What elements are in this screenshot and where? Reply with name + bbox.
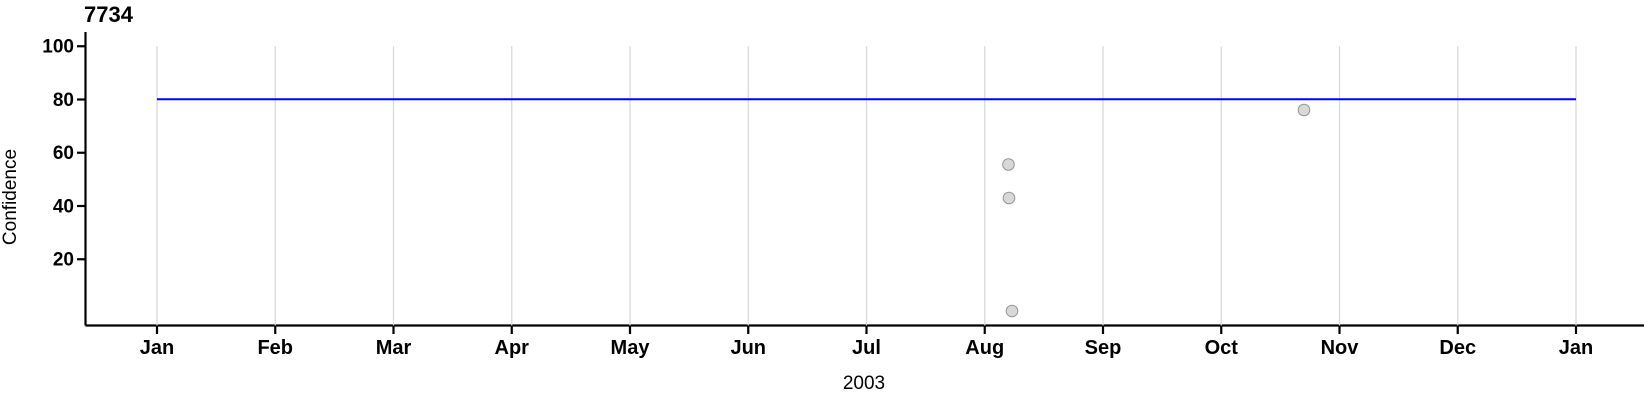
svg-text:2003: 2003 [843,373,885,394]
svg-text:Sep: Sep [1085,337,1122,359]
svg-text:Jul: Jul [852,337,881,359]
svg-text:100: 100 [42,37,74,58]
svg-text:20: 20 [53,250,74,271]
svg-text:80: 80 [53,90,74,111]
svg-text:Jun: Jun [730,337,766,359]
svg-text:Confidence: Confidence [0,149,21,245]
svg-text:Dec: Dec [1439,337,1476,359]
svg-text:Oct: Oct [1205,337,1239,359]
svg-text:Apr: Apr [495,337,530,359]
svg-text:60: 60 [53,143,74,164]
svg-text:7734: 7734 [84,2,134,27]
svg-text:Jan: Jan [1559,337,1593,359]
svg-text:40: 40 [53,196,74,217]
svg-text:May: May [611,337,651,359]
svg-text:Feb: Feb [257,337,293,359]
svg-text:Mar: Mar [376,337,412,359]
svg-text:Jan: Jan [140,337,174,359]
svg-text:Nov: Nov [1321,337,1360,359]
svg-text:Aug: Aug [965,337,1004,359]
